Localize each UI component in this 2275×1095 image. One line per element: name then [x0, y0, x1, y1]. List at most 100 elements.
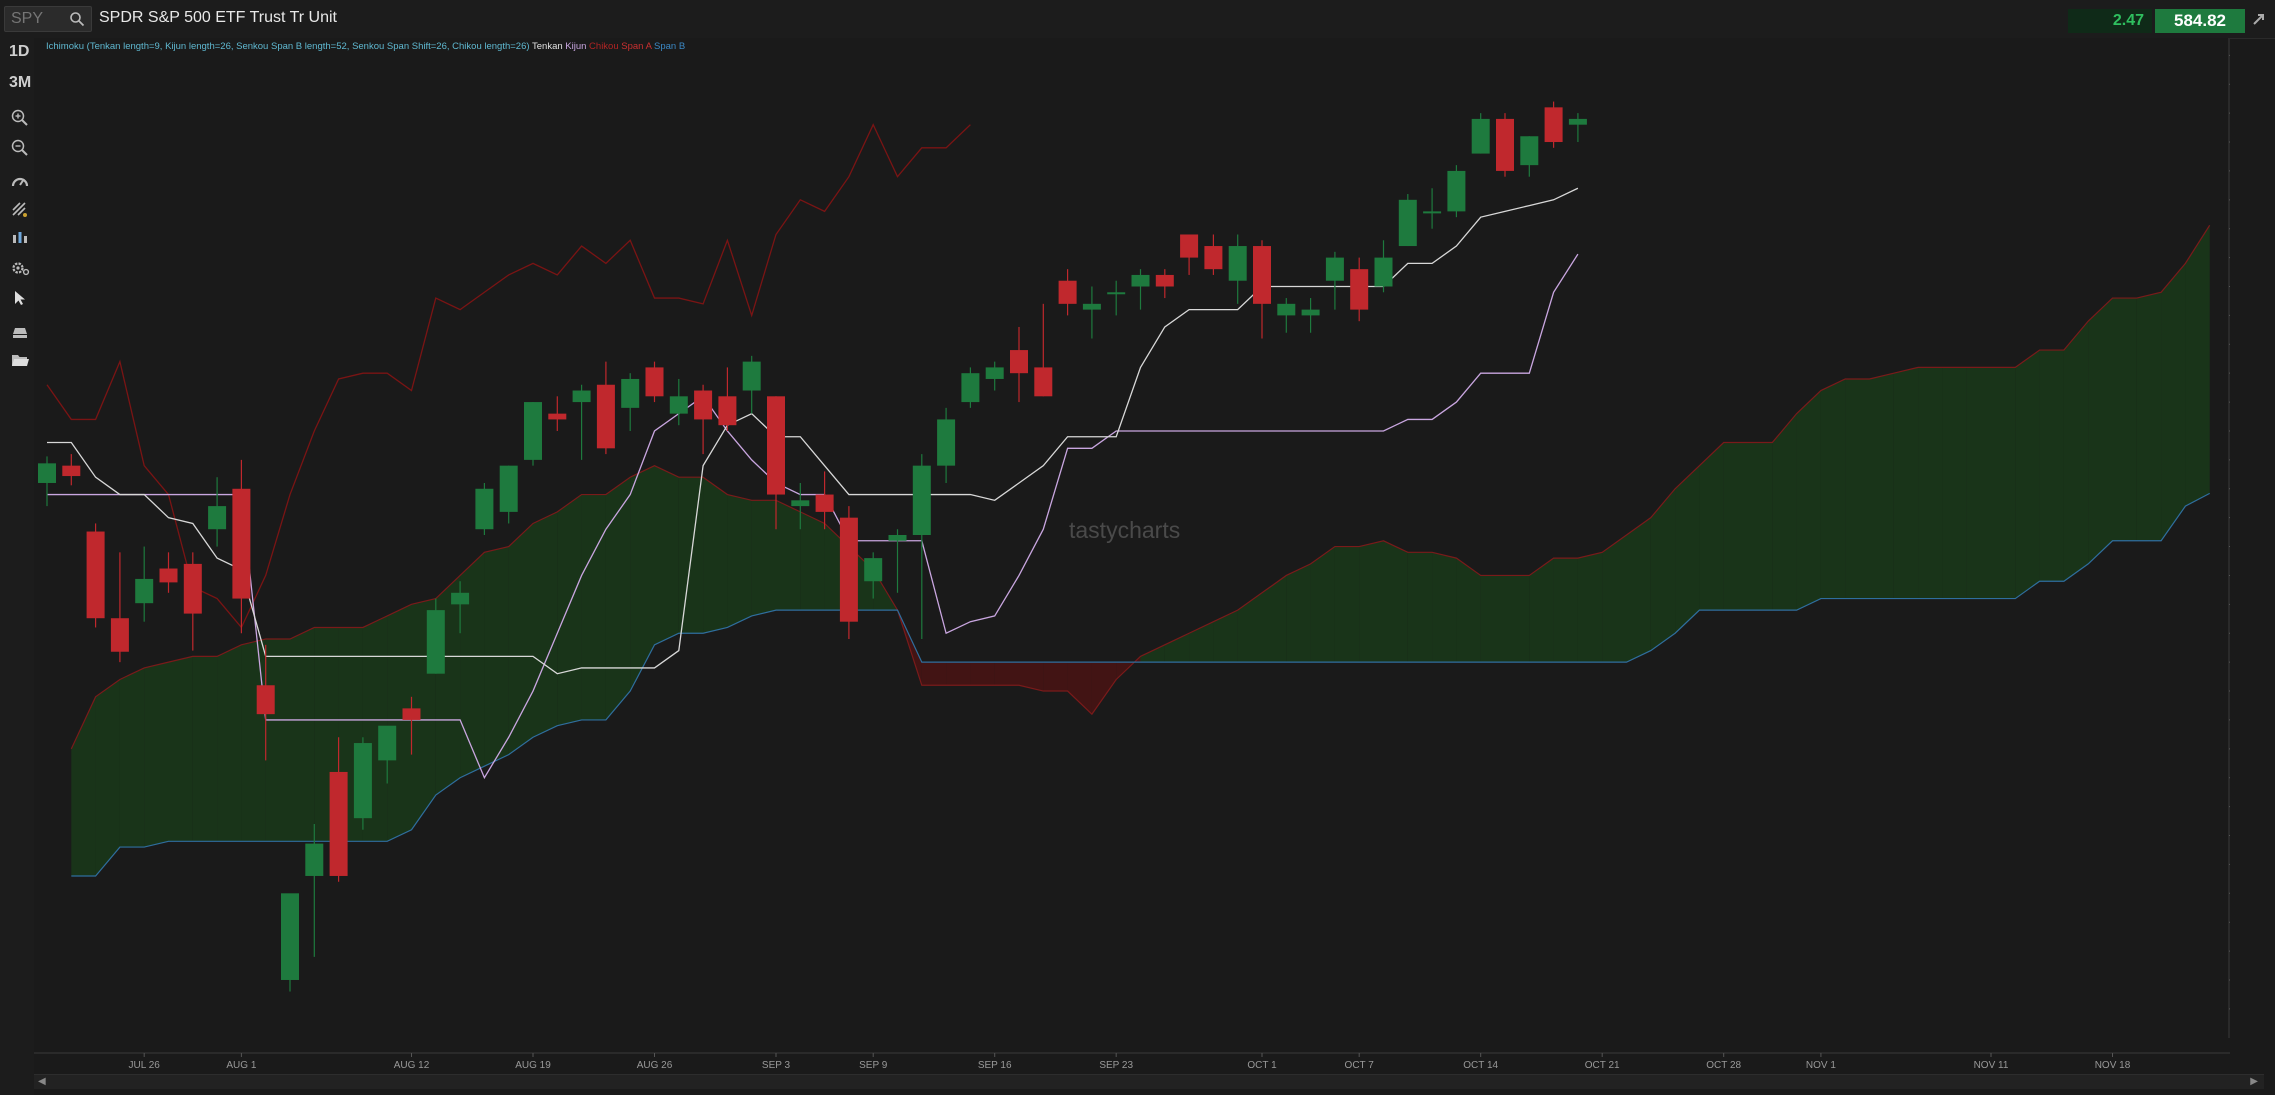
zoom-in-icon[interactable]: [10, 108, 30, 128]
cloud-segment: [1748, 442, 1773, 611]
candle-body: [937, 419, 956, 466]
cloud-segment: [265, 639, 290, 842]
cloud-segment: [217, 644, 242, 842]
search-icon[interactable]: [69, 11, 85, 27]
symbol-search-box[interactable]: [4, 6, 92, 32]
cloud-segment: [1067, 662, 1092, 715]
cloud-segment: [1869, 373, 1894, 599]
cloud-segment: [1966, 367, 1991, 599]
cloud-segment: [1262, 575, 1287, 663]
cloud-segment: [119, 667, 145, 848]
scroll-left-icon[interactable]: ◀: [38, 1076, 46, 1087]
drawing-icon[interactable]: [10, 200, 30, 220]
candle-body: [1277, 303, 1296, 316]
cloud-segment: [703, 477, 728, 634]
cloud-segment: [970, 662, 995, 686]
studies-icon[interactable]: [10, 228, 30, 248]
cloud-segment: [1820, 378, 1846, 599]
cloud-segment: [387, 604, 412, 842]
candle-body: [815, 494, 834, 512]
candle-body: [1496, 118, 1514, 171]
cloud-segment: [1553, 558, 1578, 663]
cloud-segment: [1286, 563, 1311, 663]
scroll-right-icon[interactable]: ▶: [2250, 1076, 2258, 1087]
speedometer-icon[interactable]: [10, 172, 30, 192]
kijun-line: [47, 253, 1579, 780]
candle-body: [135, 578, 154, 604]
legend-study: Ichimoku (Tenkan length=9, Kijun length=…: [46, 41, 530, 52]
candle-body: [305, 843, 324, 876]
x-tick-label: SEP 16: [978, 1060, 1012, 1071]
study-legend: Ichimoku (Tenkan length=9, Kijun length=…: [46, 41, 685, 52]
candle-body: [1301, 309, 1320, 316]
x-tick-label: JUL 26: [129, 1060, 161, 1071]
candle-body: [621, 378, 640, 408]
candle-body: [767, 396, 785, 495]
candle-body: [353, 743, 372, 819]
cloud-segment: [2039, 350, 2064, 582]
candle-body: [596, 384, 615, 449]
candle-body: [1107, 292, 1126, 295]
chart-scrollbar[interactable]: ◀ ▶: [34, 1074, 2264, 1089]
cloud-segment: [168, 656, 193, 842]
cloud-segment: [1942, 367, 1967, 599]
expand-icon[interactable]: [2250, 10, 2268, 28]
cloud-segment: [192, 656, 218, 842]
candle-body: [1010, 350, 1028, 374]
x-tick-label: NOV 1: [1806, 1060, 1836, 1071]
cloud-segment: [1529, 558, 1554, 663]
candle-body: [232, 488, 251, 599]
cloud-segment: [1383, 540, 1408, 663]
symbol-input[interactable]: [11, 10, 71, 28]
chart-area[interactable]: tastycharts Ichimoku (Tenkan length=9, K…: [34, 38, 2230, 1074]
cloud-segment: [1019, 662, 1044, 692]
folder-icon[interactable]: [10, 350, 30, 370]
candle-body: [86, 531, 105, 619]
range-button[interactable]: 3M: [9, 74, 32, 91]
candle-body: [718, 396, 737, 426]
candle-body: [38, 463, 56, 483]
candle-body: [912, 465, 931, 535]
settings-icon[interactable]: [10, 258, 30, 278]
candle-body: [864, 558, 883, 582]
cloud-segment: [1577, 552, 1603, 663]
x-tick-label: NOV 18: [2095, 1060, 2131, 1071]
cloud-segment: [605, 477, 631, 720]
candle-body: [669, 396, 688, 414]
cloud-segment: [1043, 662, 1068, 692]
legend-span-a: Span A: [621, 41, 652, 52]
candle-body: [1544, 107, 1563, 143]
candle-body: [426, 610, 445, 674]
cloud-segment: [2185, 225, 2210, 507]
x-tick-label: AUG 12: [394, 1060, 430, 1071]
candle-body: [159, 568, 178, 583]
cloud-segment: [1359, 540, 1384, 663]
period-button[interactable]: 1D: [9, 43, 30, 60]
candle-body: [985, 367, 1004, 379]
cloud-segment: [1432, 552, 1457, 663]
instrument-title: SPDR S&P 500 ETF Trust Tr Unit: [99, 9, 337, 26]
x-tick-label: SEP 23: [1099, 1060, 1133, 1071]
candle-body: [475, 488, 494, 530]
cloud-segment: [460, 552, 485, 778]
cloud-segment: [921, 662, 947, 686]
x-tick-label: NOV 11: [1974, 1060, 2009, 1071]
candle-body: [1228, 246, 1247, 281]
candle-body: [1423, 211, 1442, 214]
cloud-segment: [290, 627, 315, 842]
x-tick-label: AUG 26: [637, 1060, 673, 1071]
cloud-segment: [144, 662, 169, 848]
chart-canvas[interactable]: tastycharts Ichimoku (Tenkan length=9, K…: [34, 38, 2230, 1074]
cloud-segment: [800, 511, 825, 611]
cloud-segment: [654, 465, 679, 645]
layout-icon[interactable]: [10, 322, 30, 342]
y-axis: 590.0587.5585.0582.5580.0577.5575.0572.5…: [2229, 54, 2230, 1010]
candle-body: [1568, 118, 1587, 125]
zoom-out-icon[interactable]: [10, 138, 30, 158]
cursor-icon[interactable]: [10, 288, 30, 308]
last-price: 584.82: [2155, 9, 2245, 33]
legend-chikou: Chikou: [589, 41, 619, 52]
cloud-segment: [241, 639, 266, 842]
candle-body: [1350, 269, 1369, 310]
x-tick-label: SEP 9: [859, 1060, 888, 1071]
